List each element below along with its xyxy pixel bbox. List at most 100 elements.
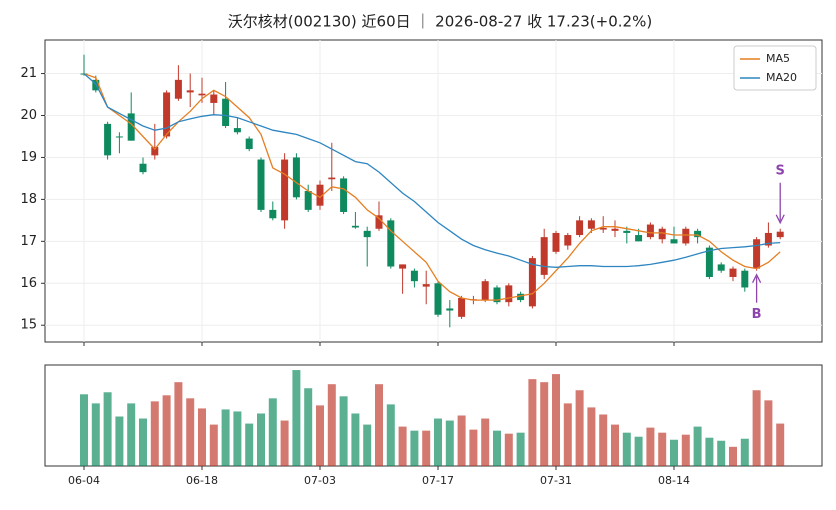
candle-body bbox=[635, 235, 643, 242]
candle-body bbox=[281, 159, 289, 221]
candle-body bbox=[493, 287, 501, 303]
candle-body bbox=[682, 228, 690, 244]
volume-bar bbox=[776, 423, 785, 466]
volume-bar bbox=[198, 408, 206, 466]
volume-bar bbox=[280, 420, 289, 466]
candle-body bbox=[328, 177, 336, 180]
y-tick-label: 20 bbox=[20, 108, 37, 123]
volume-bar bbox=[599, 414, 608, 466]
x-tick-label: 07-31 bbox=[540, 474, 572, 487]
candle-body bbox=[340, 178, 348, 212]
volume-bar bbox=[469, 429, 478, 466]
candle-body bbox=[257, 159, 265, 210]
candle-body bbox=[753, 239, 761, 269]
volume-bar bbox=[729, 446, 737, 466]
candle-body bbox=[174, 79, 182, 99]
y-tick-label: 19 bbox=[20, 150, 37, 165]
volume-bar bbox=[681, 434, 690, 466]
volume-bar bbox=[422, 430, 431, 466]
candle-body bbox=[375, 215, 383, 229]
volume-bar bbox=[528, 379, 537, 466]
candle-body bbox=[776, 231, 784, 238]
volume-bar bbox=[209, 424, 218, 466]
legend-label: MA20 bbox=[766, 71, 797, 84]
signal-arrowhead bbox=[775, 214, 785, 225]
candle-body bbox=[163, 92, 171, 137]
volume-bar bbox=[304, 388, 313, 466]
candle-body bbox=[233, 128, 241, 133]
volume-bar bbox=[493, 430, 501, 466]
volume-bar bbox=[658, 432, 667, 466]
volume-bar bbox=[481, 418, 490, 466]
volume-bar bbox=[375, 384, 383, 466]
volume-bar bbox=[646, 427, 655, 466]
volume-panel bbox=[44, 364, 823, 467]
candle-body bbox=[410, 270, 418, 282]
volume-bar bbox=[316, 405, 324, 466]
volume-bar bbox=[434, 418, 442, 466]
volume-bar bbox=[552, 374, 560, 466]
volume-bar bbox=[705, 437, 714, 466]
x-tick-label: 08-14 bbox=[658, 474, 690, 487]
candle-body bbox=[316, 184, 324, 206]
y-tick-label: 17 bbox=[20, 234, 37, 249]
candle-body bbox=[245, 138, 253, 150]
candle-body bbox=[670, 239, 678, 244]
candle-body bbox=[399, 264, 407, 269]
volume-bar bbox=[245, 423, 254, 466]
volume-bar bbox=[103, 392, 112, 466]
candle-body bbox=[587, 220, 595, 229]
candle-body bbox=[611, 228, 619, 231]
candle-body bbox=[729, 268, 737, 277]
candle-body bbox=[139, 163, 147, 173]
volume-bar bbox=[221, 409, 230, 466]
candle-body bbox=[552, 232, 560, 252]
legend-label: MA5 bbox=[766, 52, 790, 65]
candle-body bbox=[505, 285, 513, 303]
ma-line bbox=[83, 73, 781, 268]
ma-line bbox=[83, 72, 781, 301]
volume-bar bbox=[91, 403, 100, 466]
volume-bar bbox=[257, 413, 265, 466]
candle-body bbox=[694, 230, 702, 238]
candle-body bbox=[210, 94, 218, 103]
candle-body bbox=[528, 258, 536, 307]
volume-bar bbox=[327, 384, 336, 466]
candle-body bbox=[198, 93, 206, 96]
candle-body bbox=[434, 283, 442, 315]
volume-bar bbox=[504, 433, 513, 466]
candle-body bbox=[363, 230, 371, 238]
candle-body bbox=[115, 136, 123, 138]
volume-bar bbox=[516, 432, 525, 466]
y-tick-label: 21 bbox=[20, 66, 37, 81]
volume-bar bbox=[445, 420, 454, 466]
candle-body bbox=[269, 209, 277, 219]
candle-body bbox=[422, 284, 430, 287]
volume-bar bbox=[268, 398, 277, 466]
candle-body bbox=[127, 113, 135, 141]
volume-bar bbox=[363, 424, 372, 466]
volume-bar bbox=[752, 390, 761, 466]
candle-body bbox=[564, 235, 572, 246]
volume-bar bbox=[693, 426, 702, 466]
y-tick-label: 18 bbox=[20, 192, 37, 207]
signal-arrowhead bbox=[752, 273, 762, 283]
volume-bar bbox=[764, 400, 773, 466]
volume-bar bbox=[80, 394, 88, 466]
candle-body bbox=[351, 225, 359, 228]
candle-body bbox=[599, 227, 607, 230]
candle-body bbox=[304, 191, 312, 210]
candle-body bbox=[646, 224, 654, 238]
volume-bar bbox=[740, 438, 749, 466]
volume-bar bbox=[563, 403, 572, 466]
price-panel bbox=[44, 39, 823, 343]
x-tick-label: 06-18 bbox=[186, 474, 218, 487]
volume-bar bbox=[292, 370, 301, 466]
candle-body bbox=[576, 220, 584, 236]
candle-body bbox=[623, 230, 631, 233]
volume-bar bbox=[351, 413, 360, 466]
volume-bar bbox=[162, 395, 171, 466]
candle-body bbox=[540, 237, 548, 275]
candle-body bbox=[741, 270, 749, 288]
